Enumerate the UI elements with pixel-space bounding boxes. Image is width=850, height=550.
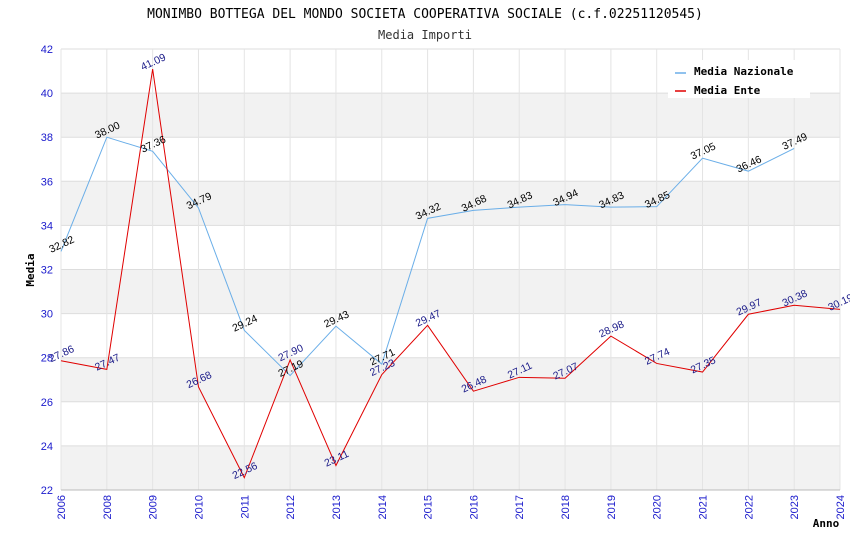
x-tick-labels: 2006 2008 2009 2010 2011 2012 2013 2014 2015 2016… [56, 495, 847, 519]
background-band [61, 137, 840, 182]
background-band [61, 313, 840, 358]
background-band [61, 445, 840, 490]
x-tick-label: 2013 [331, 495, 343, 519]
x-tick-label: 2012 [285, 495, 297, 519]
x-axis-label: Anno [813, 517, 840, 530]
x-tick-label: 2023 [789, 495, 801, 519]
x-tick-label: 2006 [56, 495, 68, 519]
x-tick-label: 2009 [148, 495, 160, 519]
chart-title: MONIMBO BOTTEGA DEL MONDO SOCIETA COOPER… [147, 7, 703, 22]
x-tick-label: 2021 [698, 495, 710, 519]
y-tick-label: 38 [41, 132, 53, 144]
legend-box [668, 60, 810, 98]
background-bands [61, 49, 840, 490]
x-tick-label: 2018 [560, 495, 572, 519]
y-tick-label: 26 [41, 397, 53, 409]
y-tick-label: 32 [41, 265, 53, 277]
series-lines [60, 68, 841, 479]
x-tick-label: 2022 [743, 495, 755, 519]
y-tick-label: 36 [41, 176, 53, 188]
legend-label-nazionale: Media Nazionale [694, 65, 794, 78]
background-band [61, 269, 840, 314]
x-tick-label: 2019 [606, 495, 618, 519]
y-tick-label: 24 [41, 441, 53, 453]
y-tick-label: 40 [41, 88, 53, 100]
background-band [61, 357, 840, 402]
y-tick-label: 34 [41, 220, 53, 232]
series-line-nazionale [60, 136, 795, 377]
x-tick-label: 2024 [835, 495, 847, 519]
x-tick-label: 2008 [102, 495, 114, 519]
background-band [61, 401, 840, 446]
y-tick-label: 22 [41, 485, 53, 497]
x-tick-label: 2014 [377, 495, 389, 519]
chart-subtitle: Media Importi [378, 28, 472, 42]
x-tick-label: 2011 [239, 495, 251, 519]
series-line-ente [60, 68, 841, 479]
x-tick-label: 2017 [514, 495, 526, 519]
background-band [61, 181, 840, 226]
x-tick-label: 2020 [652, 495, 664, 519]
background-band [61, 225, 840, 270]
background-band [61, 93, 840, 138]
x-tick-label: 2015 [423, 495, 435, 519]
y-tick-labels: 22 24 26 28 30 32 34 36 38 40 42 [41, 44, 53, 497]
x-tick-label: 2016 [468, 495, 480, 519]
legend-label-ente: Media Ente [694, 84, 761, 97]
y-tick-label: 42 [41, 44, 53, 56]
legend: Media Nazionale Media Ente [668, 60, 810, 98]
y-tick-label: 28 [41, 353, 53, 365]
y-axis-label: Media [24, 253, 37, 286]
y-tick-label: 30 [41, 309, 53, 321]
x-tick-label: 2010 [193, 495, 205, 519]
